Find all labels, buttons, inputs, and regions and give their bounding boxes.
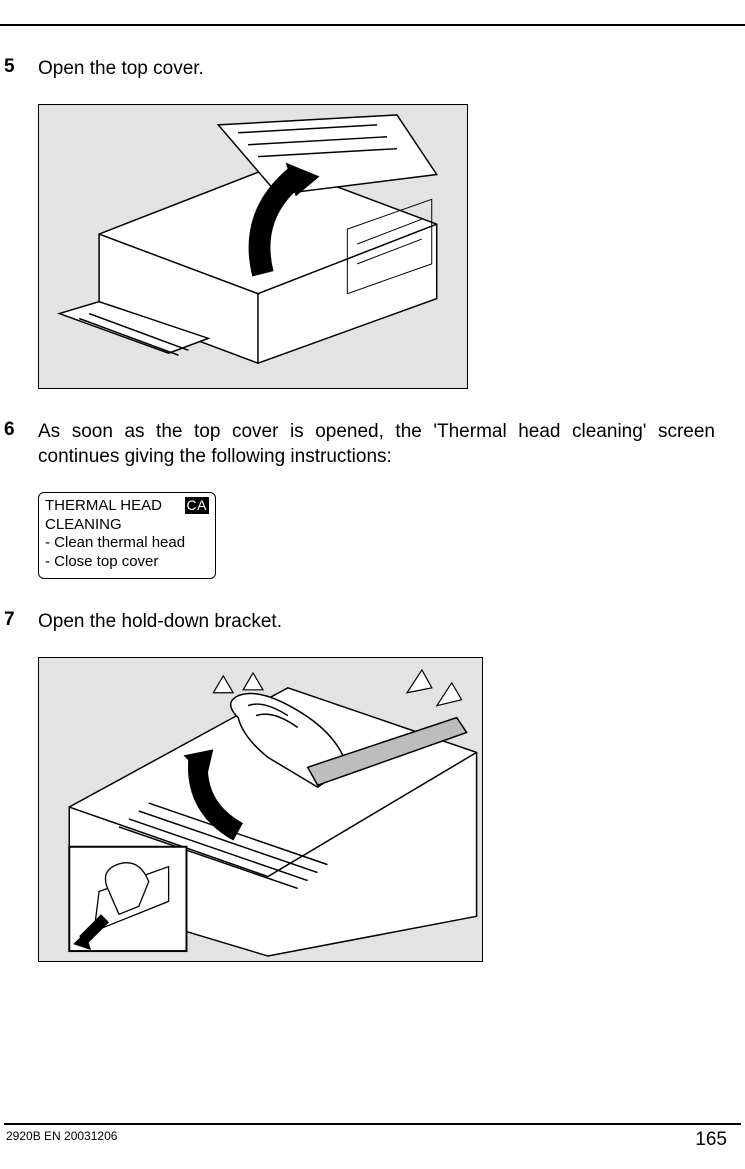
lcd-display: THERMAL HEAD CA CLEANING - Clean thermal… <box>38 492 216 579</box>
figure-open-bracket <box>38 657 483 962</box>
display-line3: - Clean thermal head <box>45 534 209 553</box>
display-line2: CLEANING <box>45 516 209 535</box>
step-5-text: Open the top cover. <box>38 56 715 82</box>
display-badge: CA <box>185 497 209 515</box>
display-line1-left: THERMAL HEAD <box>45 497 162 516</box>
step-5-number: 5 <box>4 56 38 78</box>
footer-rule <box>4 1123 741 1125</box>
figure-open-top-cover <box>38 104 468 389</box>
step-5: 5 Open the top cover. <box>4 56 715 82</box>
doc-reference: 2920B EN 20031206 <box>6 1129 117 1151</box>
step-6-number: 6 <box>4 419 38 441</box>
step-7-number: 7 <box>4 609 38 631</box>
display-line4: - Close top cover <box>45 553 209 572</box>
step-6: 6 As soon as the top cover is opened, th… <box>4 419 715 470</box>
step-7-text: Open the hold-down bracket. <box>38 609 715 635</box>
top-rule <box>0 24 745 26</box>
step-6-text: As soon as the top cover is opened, the … <box>38 419 715 470</box>
page-footer: 2920B EN 20031206 165 <box>0 1123 745 1151</box>
step-7: 7 Open the hold-down bracket. <box>4 609 715 635</box>
page-number: 165 <box>695 1129 727 1151</box>
